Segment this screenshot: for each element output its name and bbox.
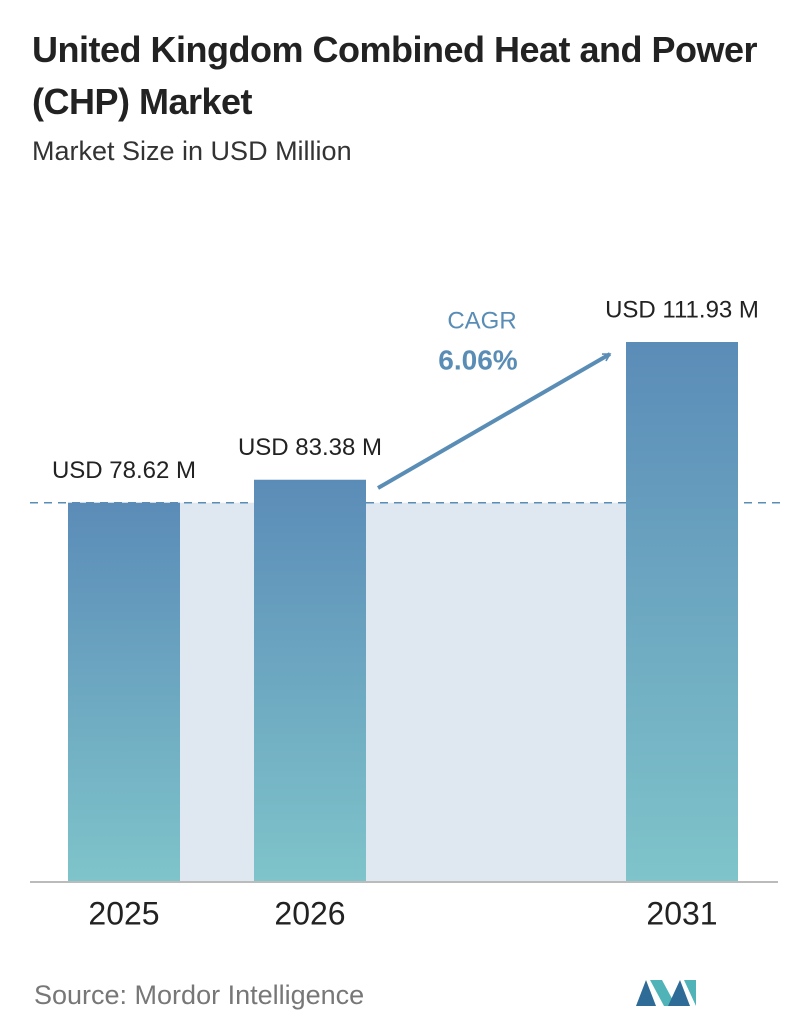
source: Source: Mordor Intelligence [34,980,365,1010]
bar [254,479,366,882]
logo [636,980,696,1006]
value-label: USD 83.38 M [238,434,382,461]
cagr-arrow [376,352,612,490]
value-label: USD 111.93 M [605,296,759,323]
chart-title: United Kingdom Combined Heat and Power (… [32,29,758,122]
value-label: USD 78.62 M [52,457,196,484]
chart-subtitle: Market Size in USD Million [32,136,352,166]
bar [68,502,180,882]
x-tick-label: 2031 [646,895,717,931]
x-tick-label: 2025 [88,895,159,931]
x-tick-label: 2026 [274,895,345,931]
bar [626,342,738,882]
cagr-value: 6.06% [438,344,517,375]
cagr-label: CAGR [447,307,516,334]
